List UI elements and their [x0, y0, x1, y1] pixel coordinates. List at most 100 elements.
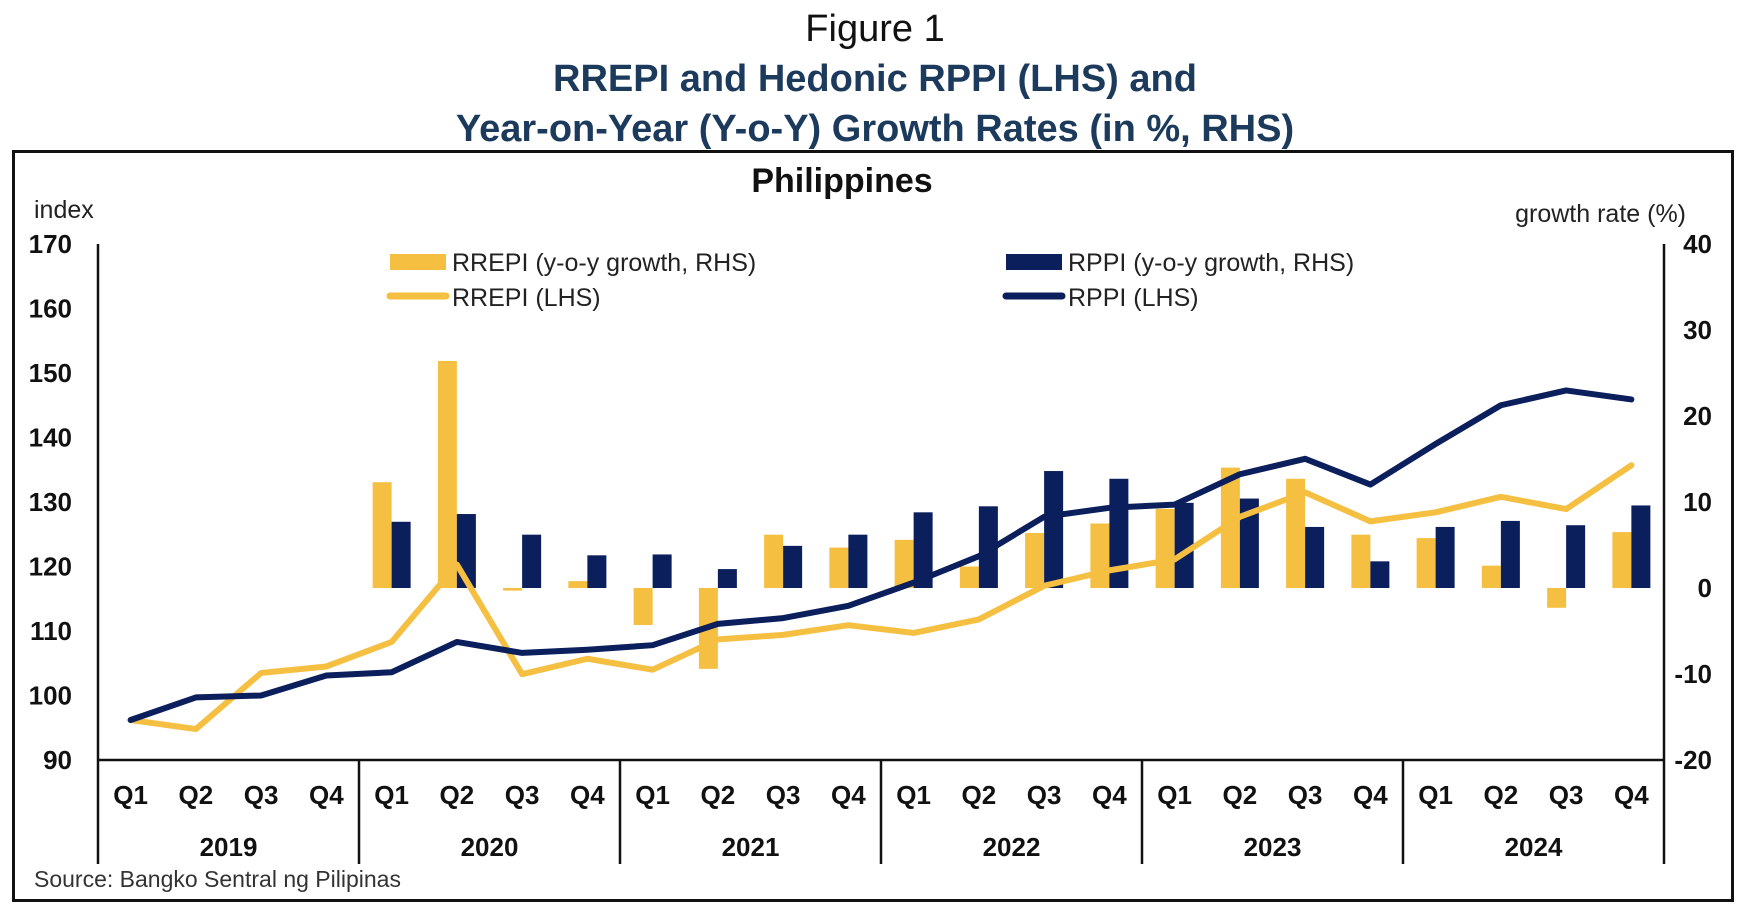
- point-rppi-23: [1630, 398, 1632, 400]
- bar-rrepi-growth-6: [503, 588, 523, 591]
- point-rppi-1: [195, 696, 197, 698]
- bar-rrepi-growth-14: [1025, 532, 1045, 588]
- bar-rppi-growth-12: [913, 512, 933, 588]
- point-rppi-12: [913, 582, 915, 584]
- point-rppi-15: [1108, 507, 1110, 509]
- chart-subtitle: Philippines: [751, 162, 932, 200]
- bar-rrepi-growth-4: [372, 482, 392, 588]
- point-rppi-17: [1239, 473, 1241, 475]
- left-tick-label-3: 140: [29, 423, 72, 453]
- point-rppi-13: [978, 555, 980, 557]
- point-rrepi-16: [1174, 558, 1176, 560]
- bar-rrepi-growth-17: [1220, 467, 1240, 588]
- bar-rppi-growth-20: [1435, 526, 1455, 588]
- point-rrepi-23: [1630, 464, 1632, 466]
- legend-swatch-rppi-bar: [1006, 254, 1062, 270]
- x-tick-label-6: Q3: [505, 780, 540, 810]
- legend-label-rrepi-line: RREPI (LHS): [452, 284, 601, 312]
- figure-label: Figure 1: [805, 8, 945, 50]
- point-rppi-18: [1304, 458, 1306, 460]
- bar-rrepi-growth-10: [764, 534, 784, 588]
- bar-rrepi-growth-20: [1416, 538, 1436, 588]
- bar-rppi-growth-19: [1370, 561, 1390, 588]
- x-tick-label-3: Q4: [309, 780, 344, 810]
- year-label-2020: 2020: [461, 832, 519, 862]
- point-rrepi-4: [391, 641, 393, 643]
- left-tick-label-5: 120: [29, 552, 72, 582]
- bar-rppi-growth-17: [1239, 498, 1259, 588]
- bar-rppi-growth-21: [1500, 520, 1520, 588]
- bar-rppi-growth-22: [1566, 525, 1586, 588]
- left-tick-label-6: 110: [30, 616, 72, 646]
- x-tick-label-2: Q3: [244, 780, 279, 810]
- x-tick-label-18: Q3: [1288, 780, 1323, 810]
- legend-swatch-rrepi-bar: [390, 254, 446, 270]
- right-tick-label-4: 0: [1698, 573, 1712, 603]
- point-rppi-5: [456, 641, 458, 643]
- x-tick-label-21: Q2: [1484, 780, 1519, 810]
- right-tick-label-2: 20: [1683, 401, 1712, 431]
- point-rrepi-11: [847, 624, 849, 626]
- point-rrepi-20: [1435, 511, 1437, 513]
- right-tick-label-6: -20: [1674, 745, 1712, 775]
- bar-rrepi-growth-8: [633, 588, 653, 625]
- year-label-2023: 2023: [1244, 832, 1302, 862]
- left-tick-label-4: 130: [29, 487, 72, 517]
- point-rrepi-5: [456, 564, 458, 566]
- legend-label-rppi-line: RPPI (LHS): [1068, 284, 1199, 312]
- bar-rrepi-growth-22: [1547, 588, 1567, 608]
- bar-rrepi-growth-11: [829, 547, 849, 588]
- bar-rrepi-growth-21: [1481, 565, 1501, 588]
- left-tick-label-2: 150: [29, 358, 72, 388]
- year-label-2019: 2019: [200, 832, 258, 862]
- x-tick-label-23: Q4: [1614, 780, 1649, 810]
- year-label-2022: 2022: [983, 832, 1041, 862]
- bar-rppi-growth-4: [391, 521, 411, 588]
- bar-rrepi-growth-18: [1286, 478, 1306, 588]
- right-tick-label-3: 10: [1683, 487, 1712, 517]
- x-tick-label-10: Q3: [766, 780, 801, 810]
- x-tick-label-19: Q4: [1353, 780, 1388, 810]
- bar-rppi-growth-23: [1631, 505, 1651, 588]
- right-axis-title: growth rate (%): [1515, 200, 1686, 228]
- bar-rppi-growth-14: [1044, 471, 1064, 588]
- left-tick-label-0: 170: [29, 229, 72, 259]
- point-rppi-8: [652, 644, 654, 646]
- x-tick-label-0: Q1: [113, 780, 148, 810]
- point-rrepi-22: [1565, 508, 1567, 510]
- point-rrepi-10: [782, 634, 784, 636]
- left-tick-label-8: 90: [43, 745, 72, 775]
- right-tick-label-1: 30: [1683, 315, 1712, 345]
- chart-frame: [12, 150, 1734, 902]
- bar-rrepi-growth-5: [437, 360, 457, 588]
- point-rppi-2: [260, 695, 262, 696]
- bar-rppi-growth-16: [1174, 502, 1194, 588]
- point-rrepi-8: [652, 669, 654, 671]
- point-rrepi-17: [1239, 516, 1241, 518]
- bar-rppi-growth-10: [783, 545, 803, 588]
- point-rrepi-12: [913, 632, 915, 634]
- x-tick-label-14: Q3: [1027, 780, 1062, 810]
- bar-rppi-growth-18: [1305, 526, 1325, 588]
- x-tick-label-11: Q4: [831, 780, 866, 810]
- point-rrepi-7: [586, 658, 588, 660]
- point-rppi-11: [847, 605, 849, 607]
- x-tick-label-13: Q2: [962, 780, 997, 810]
- point-rppi-22: [1565, 389, 1567, 391]
- legend-label-rrepi-bar: RREPI (y-o-y growth, RHS): [452, 249, 756, 277]
- point-rrepi-6: [521, 673, 523, 675]
- point-rppi-6: [521, 652, 523, 654]
- bar-rppi-growth-9: [717, 569, 737, 588]
- point-rppi-4: [391, 671, 393, 673]
- bar-rrepi-growth-23: [1612, 532, 1632, 588]
- bar-rrepi-growth-7: [568, 581, 588, 588]
- year-label-2024: 2024: [1505, 832, 1563, 862]
- bar-rrepi-growth-12: [894, 539, 914, 588]
- x-tick-label-22: Q3: [1549, 780, 1584, 810]
- source-note: Source: Bangko Sentral ng Pilipinas: [34, 866, 401, 892]
- point-rppi-20: [1435, 443, 1437, 445]
- left-tick-label-1: 160: [29, 294, 72, 324]
- bar-rppi-growth-7: [587, 555, 607, 588]
- point-rrepi-18: [1304, 491, 1306, 493]
